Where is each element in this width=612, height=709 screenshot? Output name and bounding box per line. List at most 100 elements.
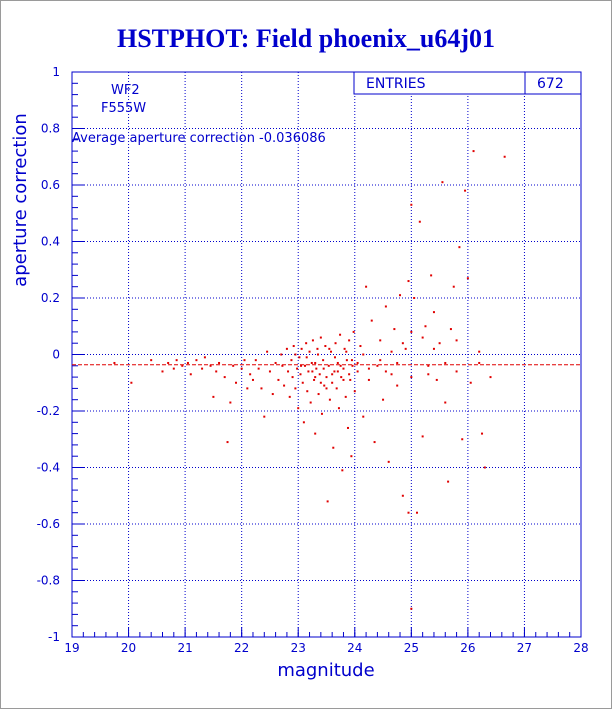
data-point — [167, 361, 170, 364]
data-point — [318, 373, 321, 376]
y-tick-label: -0.8 — [37, 574, 60, 588]
data-point — [384, 370, 387, 373]
y-tick-label: 0.8 — [41, 122, 60, 136]
x-tick-label: 27 — [517, 641, 532, 655]
data-point — [298, 356, 301, 359]
data-point — [307, 370, 310, 373]
data-point — [359, 345, 362, 348]
data-point — [172, 367, 175, 370]
data-point — [300, 364, 303, 367]
data-point — [343, 347, 346, 350]
data-point — [249, 373, 252, 376]
data-point — [229, 401, 232, 404]
data-point — [319, 336, 322, 339]
data-point — [266, 350, 269, 353]
stats-box — [353, 71, 582, 95]
data-point — [362, 353, 365, 356]
data-point — [345, 350, 348, 353]
data-point — [328, 347, 331, 350]
data-point — [503, 155, 506, 158]
x-tick-label: 21 — [177, 641, 192, 655]
data-point — [186, 361, 189, 364]
data-point — [285, 347, 288, 350]
data-point — [396, 361, 399, 364]
data-point — [379, 359, 382, 362]
data-point — [384, 305, 387, 308]
data-point — [331, 373, 334, 376]
data-point — [218, 361, 221, 364]
data-point — [449, 328, 452, 331]
data-point — [161, 370, 164, 373]
data-point — [342, 367, 345, 370]
data-point — [331, 381, 334, 384]
data-point — [466, 277, 469, 280]
data-point — [240, 367, 243, 370]
y-tick-label: 1 — [52, 65, 60, 79]
data-point — [348, 339, 351, 342]
data-point — [319, 381, 322, 384]
data-point — [268, 370, 271, 373]
data-point — [305, 342, 308, 345]
data-point — [113, 361, 116, 364]
data-point — [365, 285, 368, 288]
data-point — [341, 469, 344, 472]
data-point — [340, 376, 343, 379]
data-point — [346, 426, 349, 429]
axis-ticks — [71, 71, 582, 638]
chip-label: WF2 — [111, 83, 140, 98]
data-point — [421, 435, 424, 438]
data-point — [399, 294, 402, 297]
data-point — [461, 438, 464, 441]
data-point — [336, 361, 339, 364]
y-tick-label: -1 — [48, 630, 60, 644]
data-point — [212, 395, 215, 398]
data-point — [287, 370, 290, 373]
data-point — [481, 432, 484, 435]
data-point — [336, 370, 339, 373]
data-point — [410, 330, 413, 333]
data-point — [393, 328, 396, 331]
data-point — [339, 364, 342, 367]
data-point — [333, 370, 336, 373]
data-point — [323, 384, 326, 387]
data-point — [335, 387, 338, 390]
data-point — [300, 347, 303, 350]
data-point — [472, 150, 475, 153]
data-point — [325, 387, 328, 390]
data-point — [294, 387, 297, 390]
data-point — [302, 421, 305, 424]
data-point — [322, 367, 325, 370]
data-point — [351, 364, 354, 367]
y-tick-label: 0.6 — [41, 178, 60, 192]
data-point — [396, 384, 399, 387]
y-axis-label: aperture correction — [10, 113, 31, 287]
data-point — [447, 480, 450, 483]
data-point — [150, 359, 153, 362]
data-point — [334, 342, 337, 345]
y-tick-label: 0 — [52, 348, 60, 362]
stats-value: 672 — [537, 76, 564, 92]
data-point — [325, 376, 328, 379]
data-point — [235, 381, 238, 384]
data-point — [297, 407, 300, 410]
data-point — [251, 378, 254, 381]
y-tick-label: -0.2 — [37, 404, 60, 418]
x-tick-label: 24 — [347, 641, 362, 655]
x-tick-label: 28 — [573, 641, 588, 655]
data-point — [370, 319, 373, 322]
data-point — [424, 325, 427, 328]
data-point — [455, 339, 458, 342]
data-point — [260, 387, 263, 390]
data-point — [410, 607, 413, 610]
data-point — [350, 359, 353, 362]
data-point — [452, 285, 455, 288]
data-point — [215, 370, 218, 373]
data-point — [353, 390, 356, 393]
data-point — [432, 347, 435, 350]
data-point — [290, 359, 293, 362]
data-point — [315, 367, 318, 370]
data-point — [455, 370, 458, 373]
data-point — [489, 376, 492, 379]
data-point — [263, 415, 266, 418]
data-point — [421, 336, 424, 339]
